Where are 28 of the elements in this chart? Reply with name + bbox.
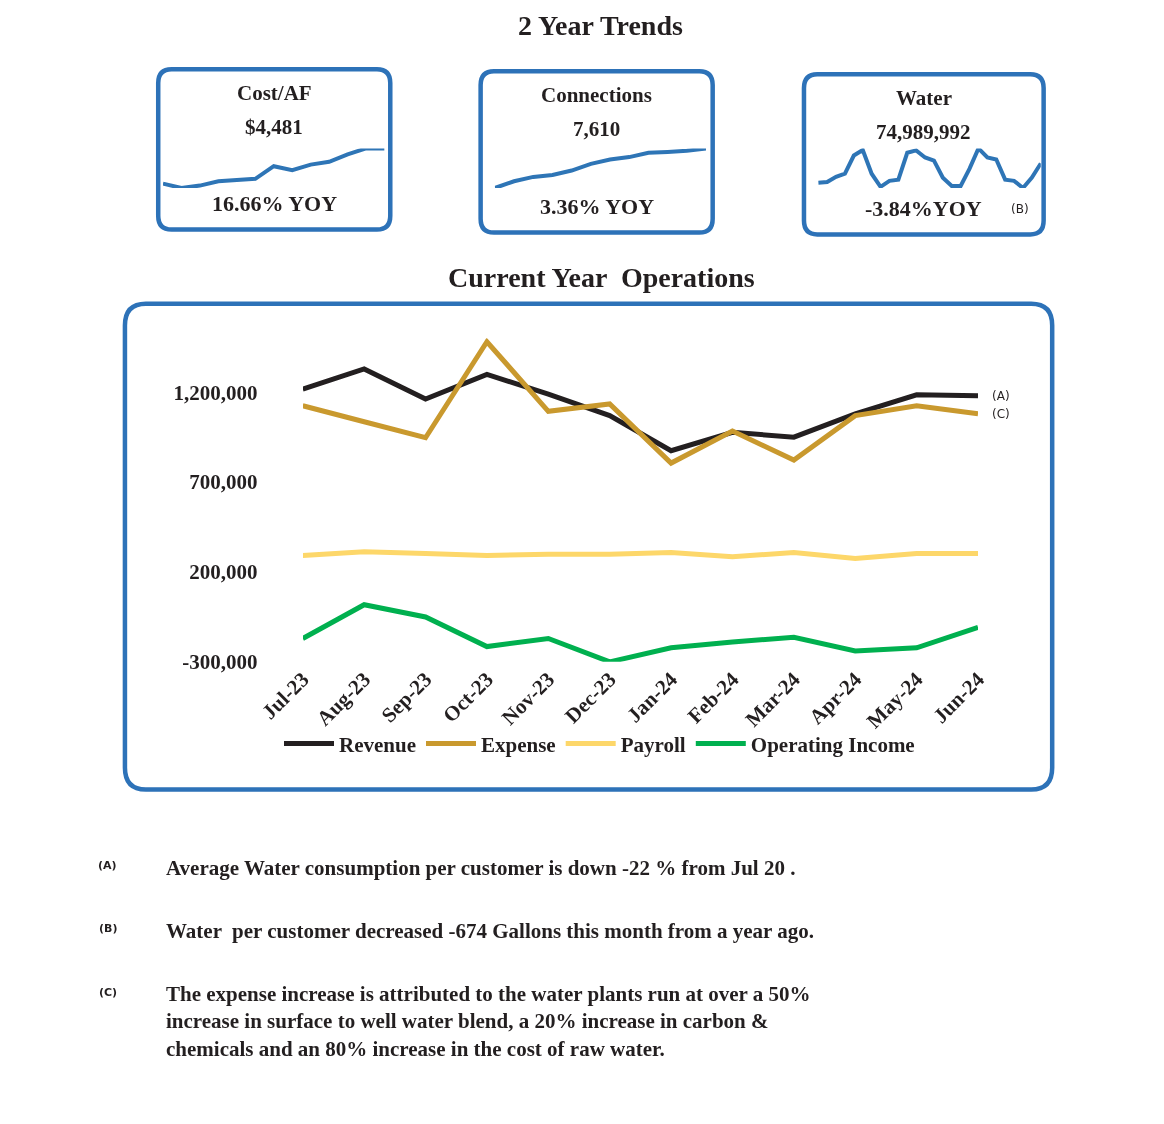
legend-label: Expense xyxy=(481,732,556,757)
text: (B) xyxy=(99,922,118,935)
chart-subtitle: 74,989,992 xyxy=(876,120,971,144)
text: 16.66% YOY xyxy=(212,191,338,216)
text: Average Water consumption per customer is down -22 % from Jul 20 . xyxy=(166,856,796,880)
chart-title: Current Year Operations xyxy=(448,262,755,293)
legend-label: Operating Income xyxy=(750,732,915,757)
y-tick-label: 1,200,000 xyxy=(173,380,258,405)
annotation: (A) xyxy=(992,389,1010,403)
y-tick-label: 200,000 xyxy=(189,560,258,585)
y-tick-label: 700,000 xyxy=(189,470,258,495)
legend-label: Revenue xyxy=(339,732,416,757)
text: (C) xyxy=(99,986,118,999)
chart-subtitle: 7,610 xyxy=(573,117,621,141)
legend-label: Payroll xyxy=(620,732,686,757)
chart-subtitle: $4,481 xyxy=(245,115,303,139)
chart-title: Connections xyxy=(541,83,652,107)
text: 2 Year Trends xyxy=(518,10,684,41)
y-tick-label: -300,000 xyxy=(182,650,258,675)
annotation: (C) xyxy=(992,407,1010,421)
text: 3.36% YOY xyxy=(540,194,655,219)
text: (A) xyxy=(98,859,117,872)
text: The expense increase is attributed to the water plants run at over a 50% increase in surface to well water blend, a 20% increase in carbon & chemicals and an 80% increase in the cost of raw water. xyxy=(166,982,811,1061)
text: Water per customer decreased -674 Gallons this month from a year ago. xyxy=(166,919,815,943)
text: (B) xyxy=(1011,202,1029,216)
text: -3.84%YOY xyxy=(865,196,982,221)
chart-title: Water xyxy=(896,86,952,110)
chart-title: Cost/AF xyxy=(237,81,312,105)
